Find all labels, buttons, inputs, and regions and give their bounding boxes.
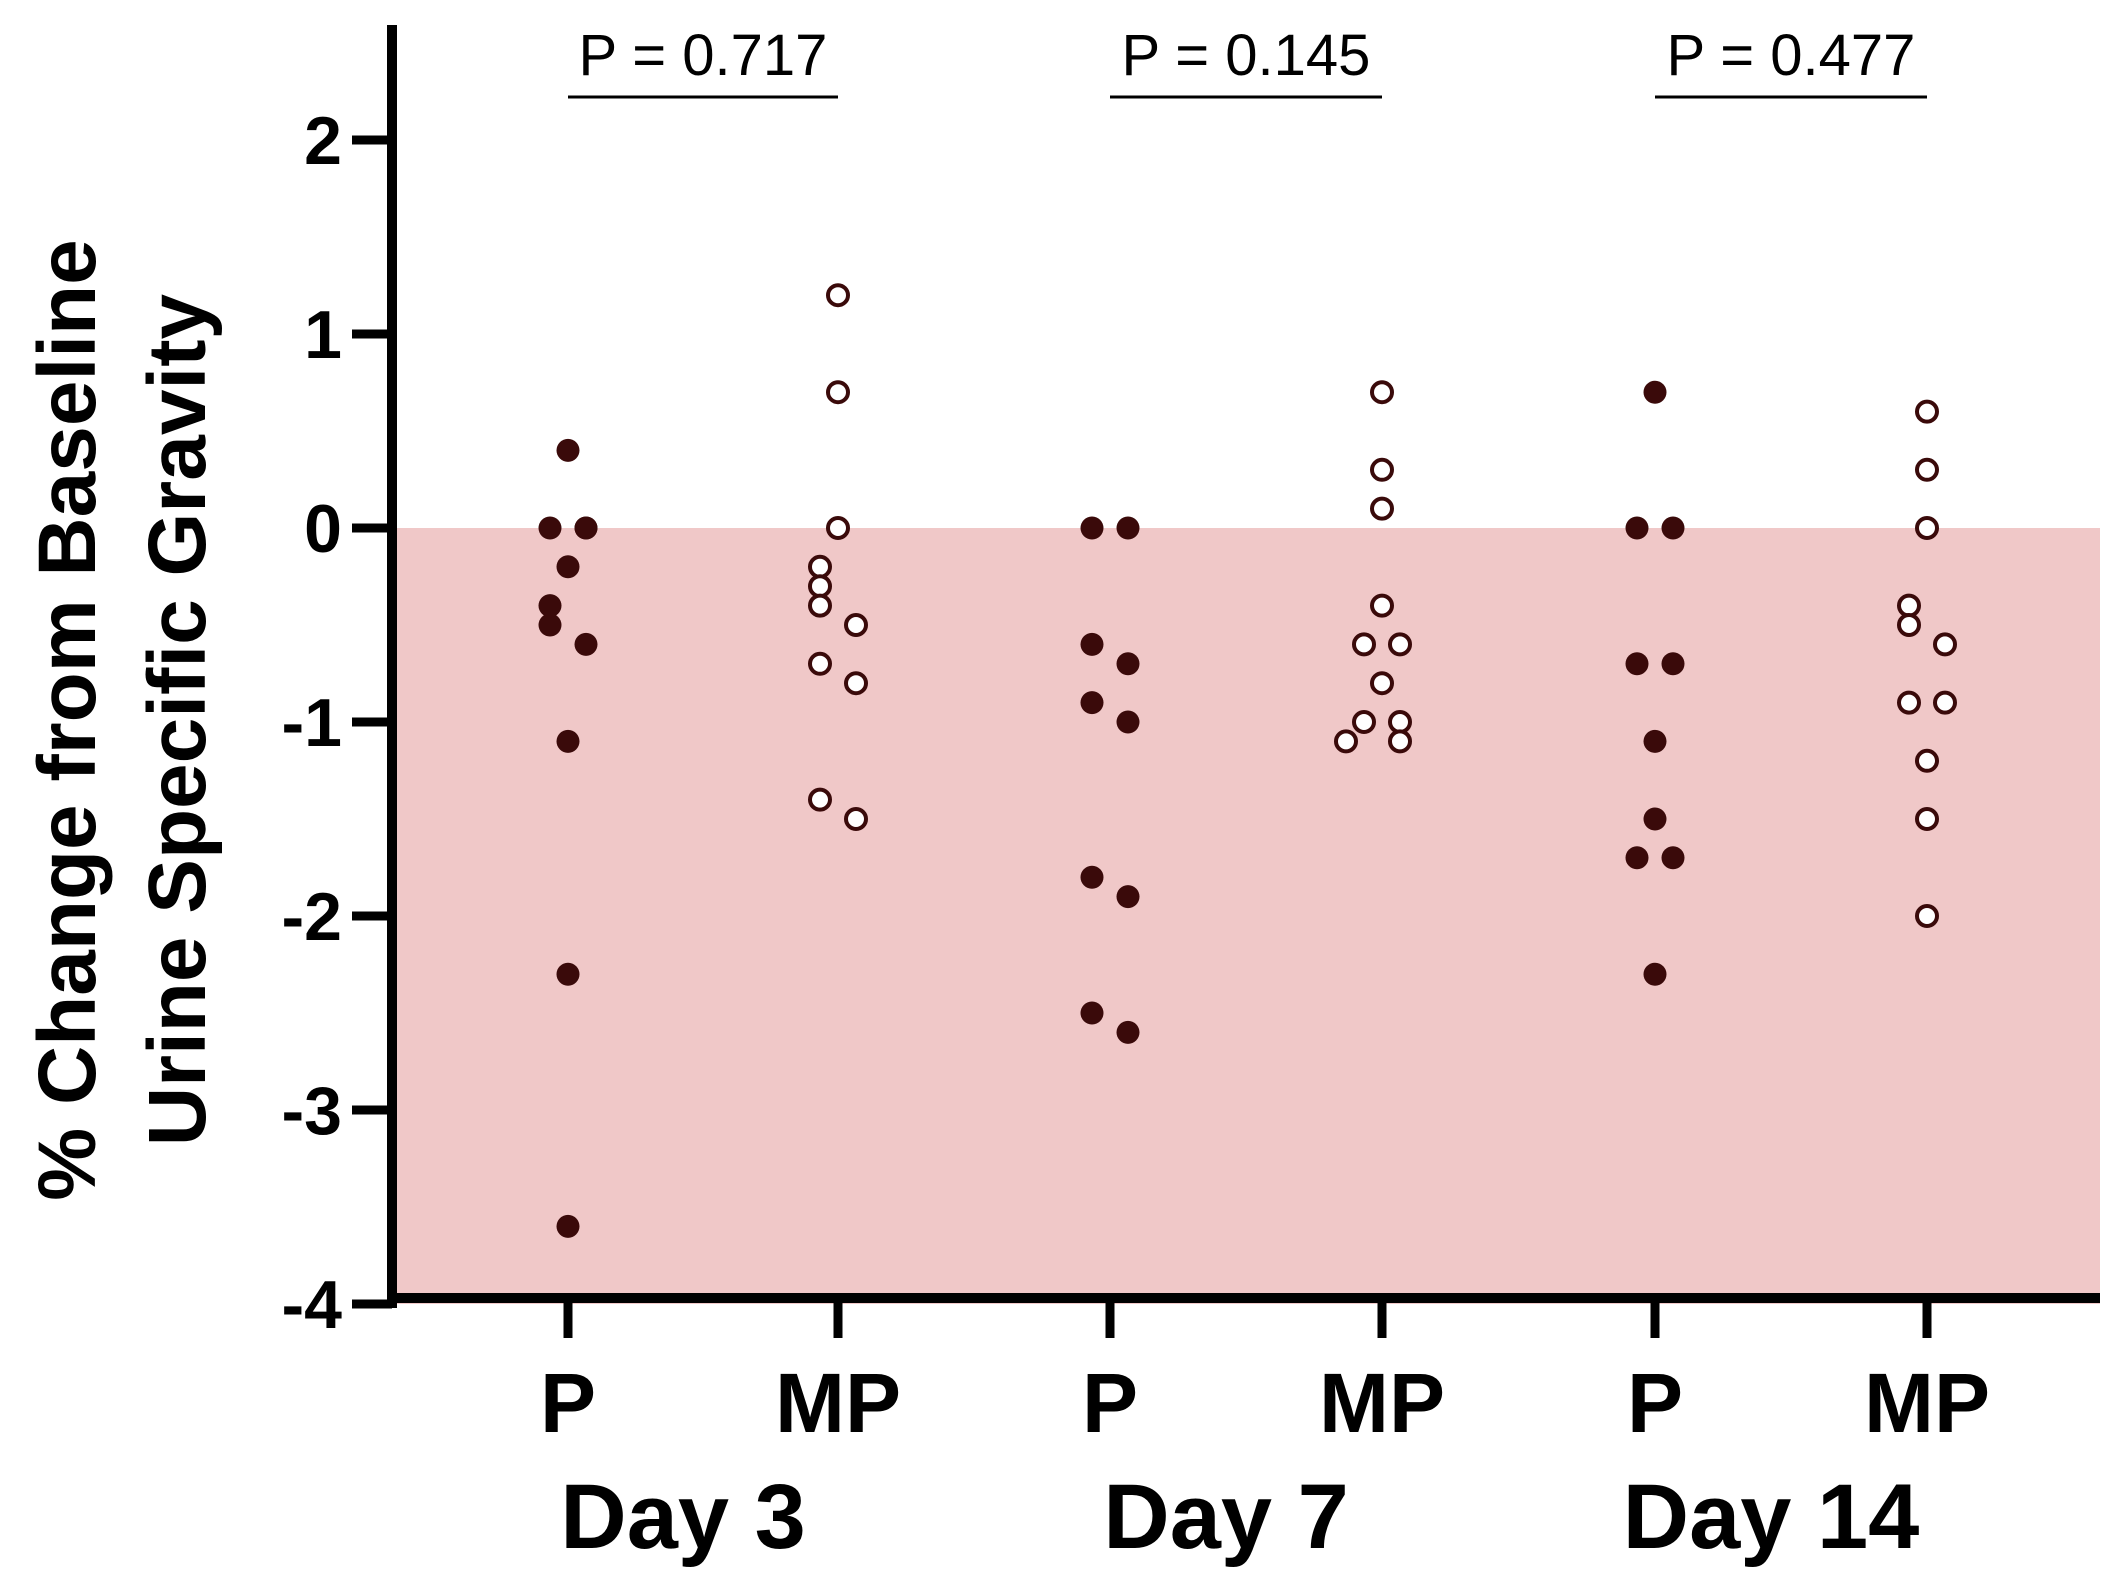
- y-tick-label: -4: [282, 1267, 343, 1343]
- data-point-open: [826, 283, 850, 308]
- data-point-filled: [1661, 846, 1685, 870]
- data-point-open: [1388, 729, 1412, 754]
- shaded-region-below-zero: [392, 528, 2100, 1304]
- data-point-filled: [556, 438, 580, 462]
- data-point-filled: [556, 962, 580, 986]
- data-point-open: [1915, 807, 1939, 831]
- group-label: P: [540, 1356, 596, 1450]
- data-point-filled: [1643, 380, 1667, 404]
- data-point-open: [1370, 380, 1394, 405]
- group-label: P: [1627, 1356, 1683, 1450]
- group-label: MP: [775, 1356, 901, 1450]
- p-value-label: P = 0.717: [579, 23, 828, 88]
- data-point-filled: [1116, 516, 1140, 540]
- data-point-filled: [1625, 516, 1649, 540]
- data-point-filled: [1080, 865, 1104, 889]
- y-axis-title-line: % Change from Baseline: [22, 239, 113, 1200]
- data-point-filled: [1643, 807, 1667, 831]
- data-point-filled: [1116, 1020, 1140, 1044]
- data-point-filled: [556, 1214, 580, 1238]
- data-point-open: [1915, 457, 1939, 482]
- data-point-open: [1370, 457, 1394, 482]
- y-tick-label: -1: [282, 685, 342, 761]
- data-point-filled: [1080, 632, 1104, 656]
- data-point-filled: [574, 632, 598, 656]
- data-point-open: [1933, 632, 1957, 657]
- data-points: [538, 283, 1957, 1238]
- p-value-label: P = 0.145: [1122, 23, 1371, 88]
- data-point-open: [844, 807, 868, 831]
- data-point-open: [1897, 593, 1921, 618]
- data-point-open: [808, 651, 832, 676]
- data-point-filled: [1643, 962, 1667, 986]
- group-label: MP: [1864, 1356, 1990, 1450]
- data-point-open: [1370, 671, 1394, 696]
- data-point-open: [1915, 516, 1939, 540]
- day-label: Day 3: [560, 1466, 806, 1568]
- data-point-open: [844, 613, 868, 637]
- data-point-filled: [1080, 691, 1104, 715]
- data-point-filled: [1643, 729, 1667, 753]
- data-point-open: [844, 671, 868, 696]
- data-point-open: [1388, 632, 1412, 657]
- group-label: P: [1082, 1356, 1138, 1450]
- data-point-open: [1370, 593, 1394, 618]
- axes: [352, 25, 2100, 1338]
- data-point-filled: [1625, 846, 1649, 870]
- data-point-open: [1370, 496, 1394, 521]
- data-point-open: [808, 593, 832, 618]
- p-value-label: P = 0.477: [1667, 23, 1916, 88]
- group-label: MP: [1319, 1356, 1445, 1450]
- data-point-open: [1915, 748, 1939, 773]
- data-point-open: [1933, 690, 1957, 715]
- shaded-region-layer: [392, 528, 2100, 1304]
- data-point-filled: [574, 516, 598, 540]
- data-point-open: [826, 516, 850, 540]
- data-point-open: [1915, 399, 1939, 424]
- data-point-filled: [1625, 652, 1649, 676]
- data-point-filled: [538, 613, 562, 637]
- y-tick-label: -3: [282, 1073, 342, 1149]
- data-point-open: [1352, 710, 1376, 734]
- data-point-filled: [556, 729, 580, 753]
- data-point-open: [808, 574, 832, 599]
- data-point-open: [1334, 729, 1358, 754]
- y-tick-label: 1: [304, 297, 342, 373]
- y-axis-title-line: Urine Specific Gravity: [132, 293, 223, 1146]
- data-point-open: [1388, 710, 1412, 734]
- data-point-filled: [1116, 710, 1140, 734]
- data-point-filled: [556, 555, 580, 579]
- data-point-open: [1352, 632, 1376, 657]
- data-point-filled: [1080, 516, 1104, 540]
- data-point-filled: [538, 594, 562, 618]
- day-label: Day 14: [1623, 1466, 1920, 1568]
- data-point-open: [826, 380, 850, 405]
- data-point-filled: [1661, 652, 1685, 676]
- data-point-open: [1915, 904, 1939, 928]
- y-tick-label: 0: [304, 491, 342, 567]
- data-point-filled: [538, 516, 562, 540]
- day-label: Day 7: [1103, 1466, 1349, 1568]
- data-point-open: [1897, 613, 1921, 637]
- data-point-filled: [1116, 885, 1140, 909]
- data-point-open: [1897, 690, 1921, 715]
- data-point-filled: [1080, 1001, 1104, 1025]
- data-point-open: [808, 787, 832, 812]
- y-tick-label: 2: [304, 103, 342, 179]
- labels: 2 1 0 -1 -2 -3 -4 P MP P MP P MP Day 3 P = 0.717 Day 7 P…: [22, 23, 1990, 1568]
- y-tick-label: -2: [282, 879, 342, 955]
- data-point-filled: [1661, 516, 1685, 540]
- data-point-filled: [1116, 652, 1140, 676]
- data-point-open: [808, 554, 832, 579]
